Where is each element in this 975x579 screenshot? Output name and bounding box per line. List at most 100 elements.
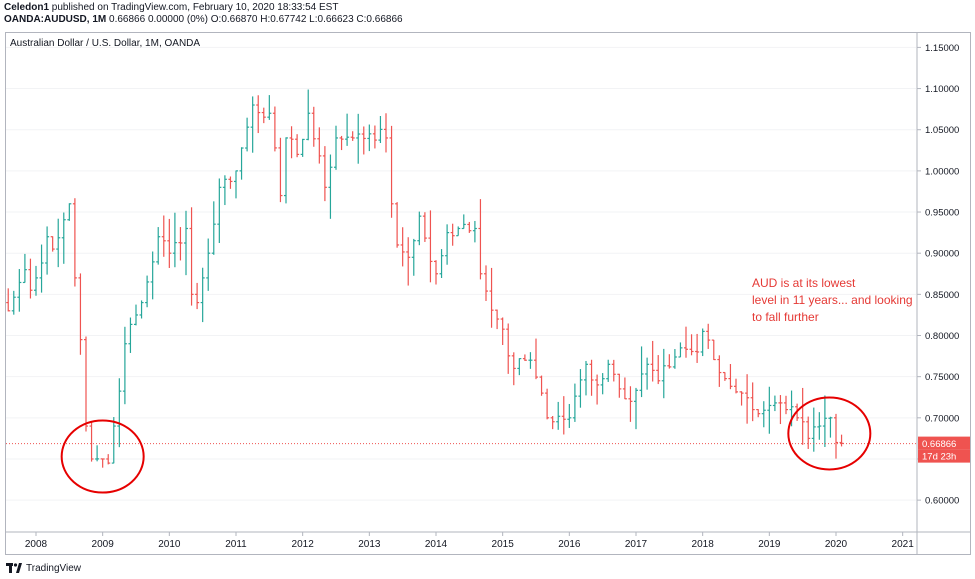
ohlc-bar: [217, 178, 222, 243]
ohlc-bar: [722, 371, 727, 381]
ohlc-bar: [111, 417, 116, 464]
ohlc-bar: [634, 387, 638, 430]
ohlc-bar: [534, 338, 538, 380]
ohlc-bar: [656, 355, 661, 385]
ohlc-bar: [728, 364, 733, 390]
y-tick-label: 0.80000: [925, 331, 959, 342]
ohlc-bar: [661, 348, 666, 399]
publish-info: published on TradingView.com, February 1…: [51, 2, 339, 13]
ohlc-bar: [172, 212, 177, 268]
ohlc-bar: [617, 373, 622, 398]
ohlc-bar: [528, 352, 533, 369]
ohlc-bar: [667, 354, 672, 369]
ohlc-bar: [367, 124, 372, 152]
ohlc-bar: [739, 391, 744, 406]
ohlc-bar: [56, 218, 61, 268]
ohlc-bar: [284, 137, 288, 204]
ohlc-bar: [628, 386, 633, 422]
footer-brand[interactable]: TradingView: [26, 562, 82, 574]
ohlc-bar: [306, 89, 311, 141]
y-tick-label: 0.75000: [925, 372, 959, 383]
footer: TradingView: [6, 560, 81, 576]
ohlc-bar: [467, 221, 472, 233]
ohlc-bar: [22, 253, 27, 284]
ohlc-bar: [700, 328, 705, 357]
ohlc-bar: [622, 377, 627, 400]
ohlc-bar: [756, 408, 761, 418]
ohlc-bar: [822, 395, 827, 447]
last-price-tag: [918, 436, 970, 450]
author-name[interactable]: Celedon1: [4, 2, 50, 13]
ohlc-bar: [389, 125, 394, 218]
countdown-label: 17d 23h: [922, 452, 956, 463]
ohlc-bar: [639, 346, 644, 398]
ohlc-chart[interactable]: Australian Dollar / U.S. Dollar, 1M, OAN…: [6, 33, 970, 554]
ohlc-bar: [39, 244, 44, 293]
ohlc-bar: [50, 236, 55, 252]
x-tick-label: 2014: [425, 539, 448, 550]
ohlc-bar: [178, 227, 183, 261]
ohlc-bar: [267, 95, 272, 120]
ohlc-bar: [834, 413, 838, 459]
ohlc-bar: [350, 131, 355, 141]
ohlc-bar: [134, 304, 138, 326]
x-tick-label: 2008: [25, 539, 48, 550]
x-tick-label: 2009: [92, 539, 115, 550]
ohlc-bar: [156, 227, 161, 265]
ohlc-bar: [811, 407, 816, 452]
ohlc-bar: [772, 395, 777, 412]
ohlc-bar: [234, 170, 238, 199]
ohlc-bar: [339, 135, 344, 151]
ohlc-bar: [500, 317, 505, 345]
ohlc-bar: [161, 215, 166, 257]
ohlc-bar: [289, 126, 294, 159]
ohlc-bar: [806, 416, 811, 449]
ohlc-bar: [61, 212, 66, 264]
ohlc-bar: [11, 290, 16, 315]
ohlc-bar: [17, 269, 22, 312]
y-tick-label: 0.60000: [925, 496, 959, 507]
ohlc-bar: [311, 106, 316, 147]
ohlc-bar: [689, 334, 694, 356]
ohlc-bar: [334, 125, 338, 170]
ohlc-bar: [150, 251, 155, 300]
ohlc-bar: [222, 175, 227, 206]
x-tick-label: 2017: [625, 539, 648, 550]
ohlc-bar: [300, 138, 305, 157]
ohlc-bar: [34, 265, 38, 296]
chart-pane[interactable]: Australian Dollar / U.S. Dollar, 1M, OAN…: [5, 32, 971, 555]
ohlc-bar: [295, 134, 300, 158]
ohlc-bar: [361, 126, 366, 155]
ohlc-bar: [711, 339, 716, 361]
y-tick-label: 0.90000: [925, 249, 959, 260]
ohlc-bar: [28, 258, 33, 299]
ohlc-bar: [122, 326, 127, 405]
ohlc-bar: [684, 326, 688, 358]
chart-title: Australian Dollar / U.S. Dollar, 1M, OAN…: [10, 38, 200, 49]
ohlc-bar: [461, 214, 466, 230]
ohlc-bar: [167, 218, 172, 268]
ohlc-bar: [606, 359, 611, 382]
ohlc-values: 0.66866 0.00000 (0%) O:0.66870 H:0.67742…: [109, 14, 403, 25]
ohlc-bar: [611, 359, 616, 382]
ohlc-bar: [139, 300, 144, 319]
ohlc-bar: [706, 323, 711, 349]
x-tick-label: 2016: [558, 539, 581, 550]
ohlc-bar: [117, 378, 122, 448]
ohlc-bar: [734, 378, 738, 394]
ohlc-bar: [539, 375, 544, 396]
ohlc-bar: [245, 117, 250, 152]
ohlc-bar: [778, 395, 783, 425]
ohlc-bar: [128, 317, 133, 353]
ohlc-bar: [428, 210, 433, 283]
ohlc-bar: [511, 352, 516, 386]
ohlc-bar: [506, 323, 511, 374]
y-tick-label: 1.05000: [925, 125, 959, 136]
ohlc-bar: [784, 395, 788, 415]
ohlc-bar: [195, 282, 200, 310]
highlight-circle: [60, 419, 145, 494]
ohlc-bar: [717, 355, 722, 387]
ohlc-bar: [184, 210, 188, 276]
highlight-circle: [787, 396, 872, 471]
ohlc-bar: [406, 237, 411, 286]
